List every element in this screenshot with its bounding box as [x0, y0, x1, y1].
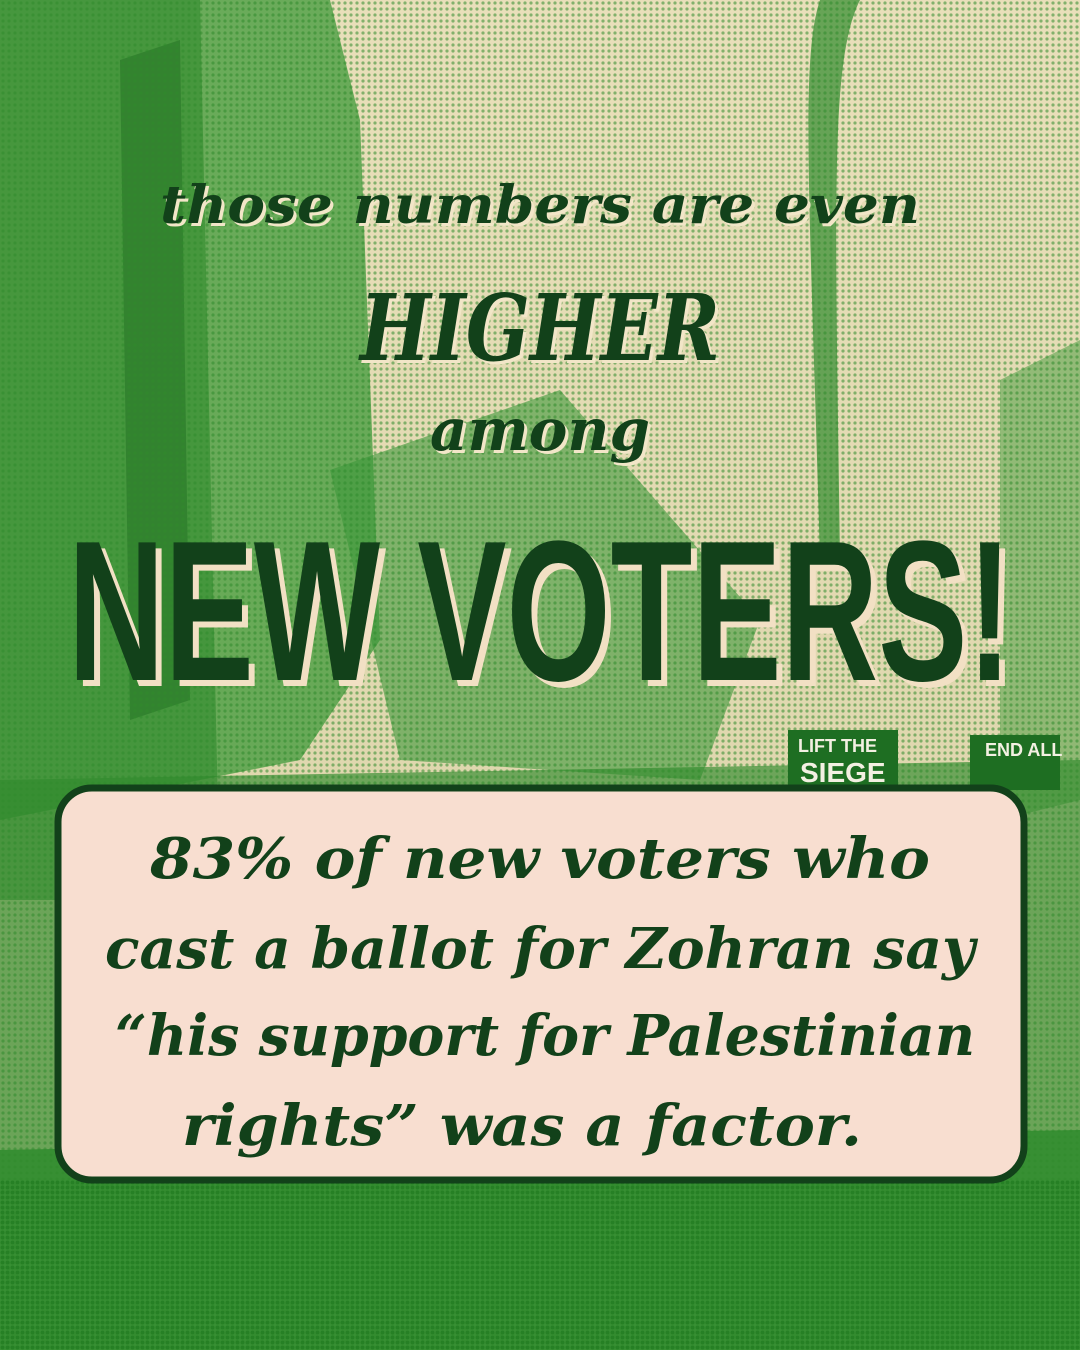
callout-frame — [54, 784, 1028, 1184]
callout-line: “his support for Palestinian — [115, 1003, 975, 1069]
sign-text: END ALL — [985, 740, 1062, 760]
headline-shadow: among — [433, 399, 653, 467]
callout-line: cast a ballot for Zohran say — [105, 916, 978, 982]
headline-main: NEW VOTERS! — [68, 500, 1012, 723]
headline-line: HIGHER — [358, 274, 720, 382]
headline-shadow: those numbers are even — [163, 178, 923, 239]
sign-text: LIFT THE — [798, 736, 877, 756]
callout-box: 83% of new voters who cast a ballot for … — [54, 784, 1028, 1184]
sign-text: SIEGE — [800, 757, 886, 788]
callout-line: rights” was a factor. — [182, 1093, 862, 1159]
callout-line: 83% of new voters who — [149, 826, 930, 892]
headline-shadow: HIGHER — [361, 277, 723, 385]
headline-line: among — [430, 396, 650, 464]
headline: those numbers are even those numbers are… — [68, 175, 1018, 729]
headline-line: those numbers are even — [160, 175, 920, 236]
headline-shadow: NEW VOTERS! — [74, 506, 1018, 729]
